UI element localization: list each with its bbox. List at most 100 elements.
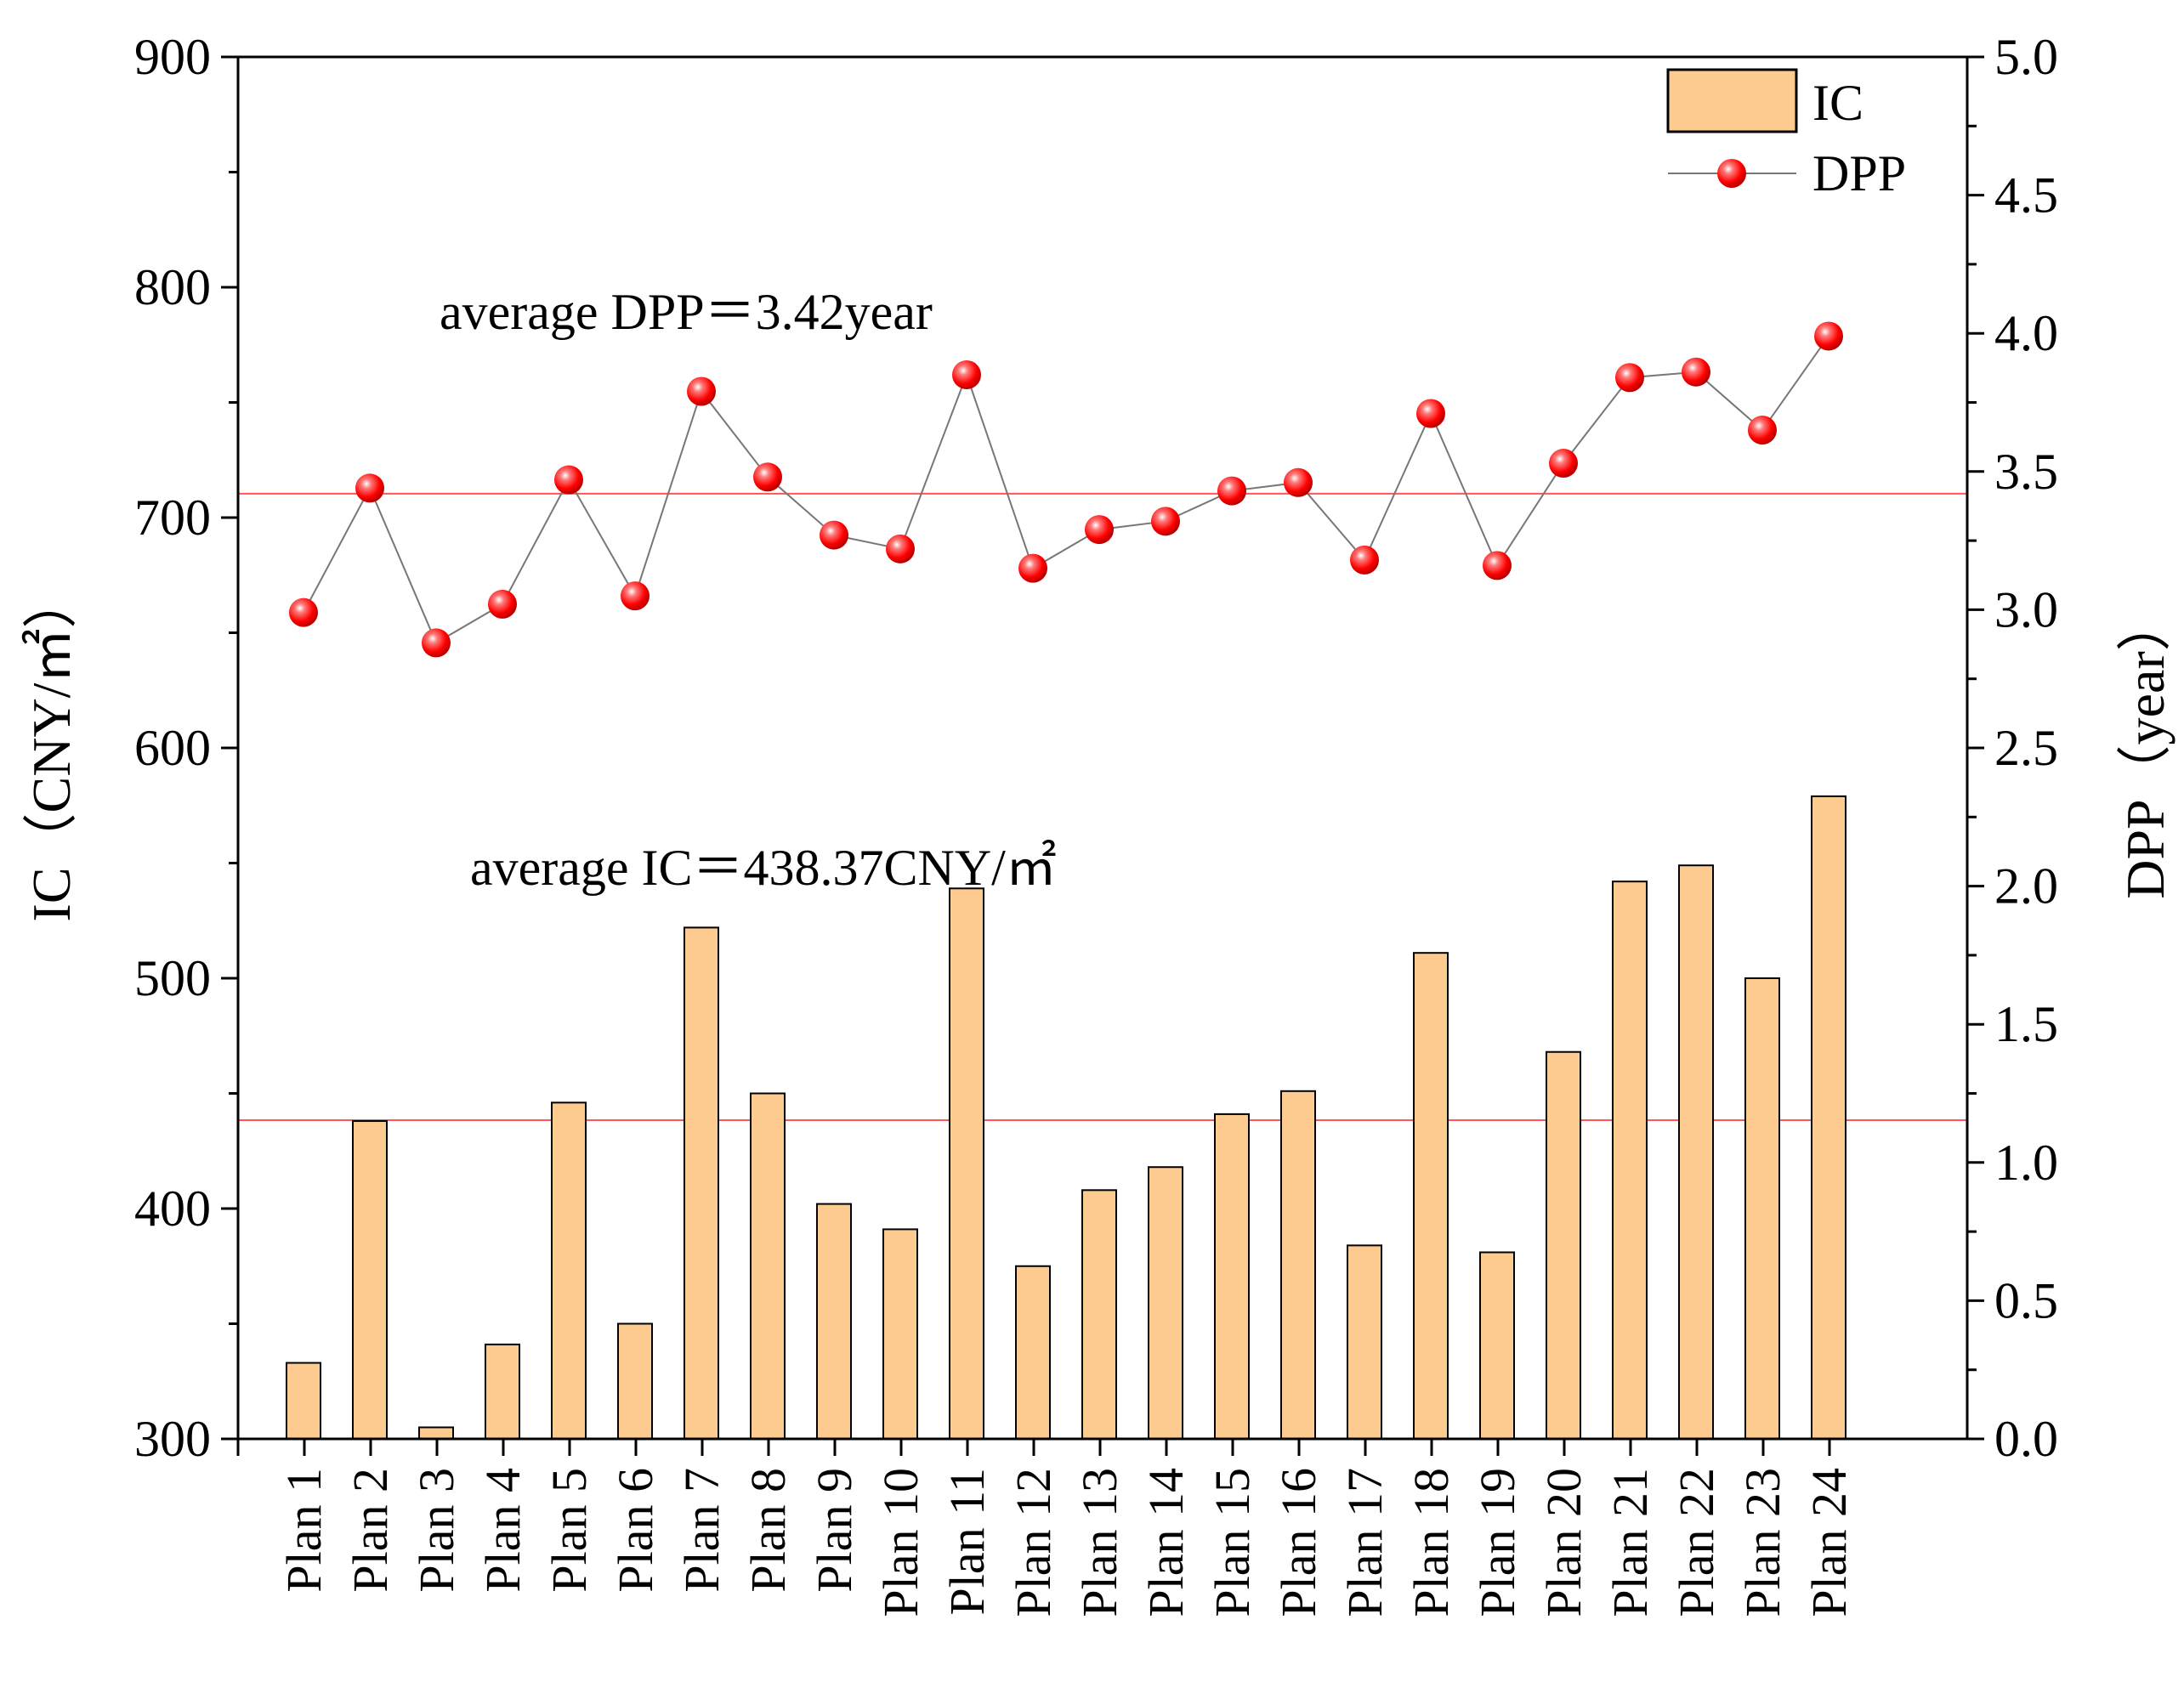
ic-bars: [286, 795, 1846, 1441]
left-tick-label: 700: [134, 490, 211, 546]
dpp-point: [422, 628, 451, 658]
legend-ic-swatch: [1666, 68, 1798, 133]
left-axis-title: IC（CNY/㎡）: [21, 575, 82, 922]
left-tick-label: 400: [134, 1181, 211, 1237]
dpp-point: [289, 597, 318, 627]
dpp-point: [488, 589, 517, 619]
dpp-point: [1615, 363, 1644, 393]
ic-bar: [1413, 952, 1449, 1440]
dpp-point: [1217, 476, 1246, 506]
ic-bar: [750, 1092, 786, 1440]
dpp-point: [1284, 467, 1313, 497]
dpp-point: [952, 360, 981, 389]
right-tick-label: 4.0: [1994, 305, 2058, 361]
dpp-point: [1748, 416, 1777, 445]
x-category-label: Plan 20: [1536, 1468, 1591, 1617]
x-category-label: Plan 19: [1470, 1468, 1525, 1617]
x-category-label: Plan 24: [1801, 1468, 1857, 1617]
ic-bar: [551, 1101, 587, 1440]
dpp-point: [687, 377, 716, 406]
left-tick-label: 900: [134, 29, 211, 85]
x-category-label: Plan 21: [1603, 1468, 1658, 1617]
x-category-label: Plan 6: [608, 1468, 663, 1593]
legend-dpp-label: DPP: [1812, 145, 1906, 201]
right-tick-label: 1.5: [1994, 996, 2058, 1052]
ic-bar: [1744, 977, 1780, 1440]
left-y-axis: 300 400 500 600 700 800 900: [134, 29, 238, 1467]
dpp-point: [1416, 399, 1445, 428]
x-category-label: Plan 7: [674, 1468, 729, 1593]
ic-bar: [617, 1322, 653, 1440]
x-category-label: Plan 8: [740, 1468, 796, 1593]
dpp-point: [1814, 321, 1843, 351]
dpp-line: [303, 335, 1829, 644]
dpp-point: [1682, 357, 1710, 387]
right-tick-label: 2.0: [1994, 858, 2058, 914]
x-category-label: Plan 23: [1735, 1468, 1790, 1617]
x-category-label: Plan 22: [1669, 1468, 1724, 1617]
ic-bar: [1347, 1244, 1382, 1440]
dpp-point: [753, 462, 782, 492]
x-axis: Plan 1 Plan 2 Plan 3 Plan 4 Plan 5 Plan 6 Plan…: [236, 1439, 1857, 1617]
ic-bar: [352, 1120, 388, 1441]
ic-bar: [286, 1362, 321, 1440]
ic-bar: [882, 1228, 918, 1441]
ic-bar: [684, 926, 719, 1440]
right-y-axis: 0.0 0.5 1.0 1.5 2.0 2.5 3.0 3.5 4.0 4.5 5.0: [1967, 29, 2058, 1467]
ic-bar: [1280, 1090, 1316, 1441]
ic-bar: [1148, 1166, 1183, 1440]
left-tick-label: 300: [134, 1411, 211, 1467]
x-category-label: Plan 2: [343, 1468, 398, 1593]
ic-bar: [1678, 864, 1714, 1440]
dpp-point: [1151, 507, 1180, 536]
ic-bar: [1081, 1189, 1117, 1440]
dpp-point: [820, 520, 848, 550]
x-category-label: Plan 9: [807, 1468, 862, 1593]
x-category-label: Plan 15: [1205, 1468, 1260, 1617]
legend: IC DPP: [1666, 68, 1906, 201]
x-category-label: Plan 18: [1404, 1468, 1459, 1617]
average-ic-annotation: average IC＝438.37CNY/㎡: [470, 840, 1057, 896]
dpp-point: [621, 581, 650, 611]
right-tick-label: 3.0: [1994, 581, 2058, 637]
right-tick-label: 0.5: [1994, 1272, 2058, 1328]
dpp-point: [1483, 551, 1512, 580]
dpp-point: [886, 534, 915, 563]
dpp-point: [554, 465, 583, 495]
right-tick-label: 2.5: [1994, 720, 2058, 776]
right-tick-label: 4.5: [1994, 167, 2058, 224]
legend-dpp-marker: [1717, 159, 1746, 188]
dpp-point: [1085, 515, 1114, 545]
ic-bar: [1479, 1251, 1515, 1440]
ic-bar: [485, 1343, 520, 1441]
dpp-point: [1549, 449, 1578, 478]
right-tick-label: 3.5: [1994, 444, 2058, 500]
x-category-label: Plan 5: [542, 1468, 597, 1593]
ic-bar: [1214, 1113, 1250, 1440]
x-category-label: Plan 14: [1138, 1468, 1194, 1617]
dpp-point: [1350, 545, 1379, 575]
dpp-point: [1018, 553, 1047, 583]
dpp-point: [355, 473, 384, 503]
x-category-label: Plan 1: [276, 1468, 332, 1593]
x-category-label: Plan 12: [1006, 1468, 1061, 1617]
x-category-label: Plan 17: [1337, 1468, 1393, 1617]
ic-bar: [1811, 795, 1846, 1440]
average-dpp-annotation: average DPP＝3.42year: [440, 284, 933, 340]
left-tick-label: 600: [134, 720, 211, 776]
ic-bar: [816, 1203, 852, 1440]
x-category-label: Plan 3: [409, 1468, 464, 1593]
ic-bar: [1015, 1265, 1051, 1440]
ic-bar: [418, 1426, 454, 1440]
x-category-label: Plan 16: [1271, 1468, 1326, 1617]
right-tick-label: 1.0: [1994, 1135, 2058, 1191]
right-tick-label: 5.0: [1994, 29, 2058, 85]
x-category-label: Plan 4: [475, 1468, 530, 1593]
x-category-label: Plan 13: [1072, 1468, 1127, 1617]
ic-bar: [949, 887, 984, 1441]
right-tick-label: 0.0: [1994, 1411, 2058, 1467]
x-category-label: Plan 10: [873, 1468, 928, 1617]
left-tick-label: 800: [134, 259, 211, 315]
left-tick-label: 500: [134, 950, 211, 1006]
